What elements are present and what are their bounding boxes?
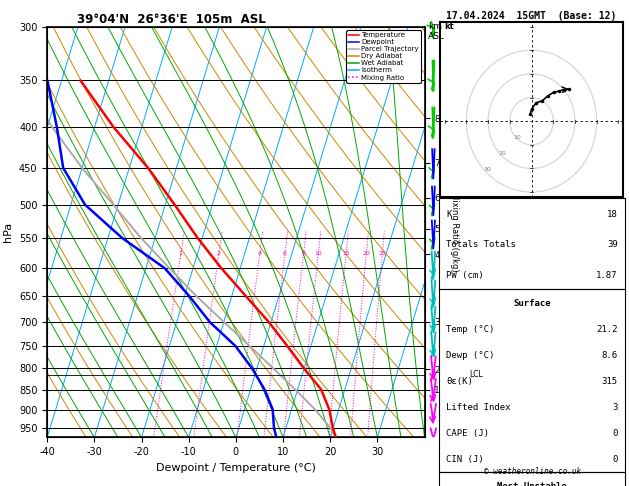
Bar (439, 472, 625, 486)
Text: 25: 25 (378, 251, 386, 257)
Text: Lifted Index: Lifted Index (447, 403, 511, 412)
Text: 39°04'N  26°36'E  105m  ASL: 39°04'N 26°36'E 105m ASL (77, 13, 266, 26)
Y-axis label: Mixing Ratio (g/kg): Mixing Ratio (g/kg) (450, 192, 460, 272)
Y-axis label: hPa: hPa (3, 222, 13, 242)
Bar (439, 198, 625, 289)
Text: 4: 4 (257, 251, 262, 257)
Text: 30: 30 (483, 167, 491, 172)
Text: 0: 0 (613, 455, 618, 465)
Text: © weatheronline.co.uk: © weatheronline.co.uk (484, 467, 581, 476)
Text: 17.04.2024  15GMT  (Base: 12): 17.04.2024 15GMT (Base: 12) (447, 11, 616, 21)
Text: Surface: Surface (513, 299, 551, 308)
Text: 20: 20 (362, 251, 370, 257)
Text: Temp (°C): Temp (°C) (447, 325, 495, 334)
Text: 20: 20 (498, 151, 506, 156)
Text: PW (cm): PW (cm) (447, 271, 484, 279)
Text: θε(K): θε(K) (447, 377, 474, 386)
Text: 8.6: 8.6 (602, 351, 618, 360)
X-axis label: Dewpoint / Temperature (°C): Dewpoint / Temperature (°C) (156, 463, 316, 473)
Text: LCL: LCL (469, 370, 483, 380)
Text: 8: 8 (301, 251, 305, 257)
Text: 39: 39 (607, 240, 618, 249)
Text: 6: 6 (282, 251, 287, 257)
Text: 2: 2 (216, 251, 221, 257)
Text: CAPE (J): CAPE (J) (447, 429, 489, 438)
Text: 1.87: 1.87 (596, 271, 618, 279)
Text: 0: 0 (613, 429, 618, 438)
Text: 18: 18 (607, 210, 618, 219)
Text: Totals Totals: Totals Totals (447, 240, 516, 249)
Text: 1: 1 (179, 251, 182, 257)
Text: Most Unstable: Most Unstable (497, 482, 567, 486)
Text: 15: 15 (342, 251, 350, 257)
Bar (439, 289, 625, 472)
Text: 21.2: 21.2 (596, 325, 618, 334)
Text: 10: 10 (513, 135, 521, 140)
Text: Dewp (°C): Dewp (°C) (447, 351, 495, 360)
Text: km
ASL: km ASL (428, 22, 445, 41)
Legend: Temperature, Dewpoint, Parcel Trajectory, Dry Adiabat, Wet Adiabat, Isotherm, Mi: Temperature, Dewpoint, Parcel Trajectory… (346, 30, 421, 83)
Text: 315: 315 (602, 377, 618, 386)
Text: 3: 3 (613, 403, 618, 412)
Text: K: K (447, 210, 452, 219)
Text: 10: 10 (314, 251, 322, 257)
Text: kt: kt (445, 22, 454, 31)
Text: CIN (J): CIN (J) (447, 455, 484, 465)
